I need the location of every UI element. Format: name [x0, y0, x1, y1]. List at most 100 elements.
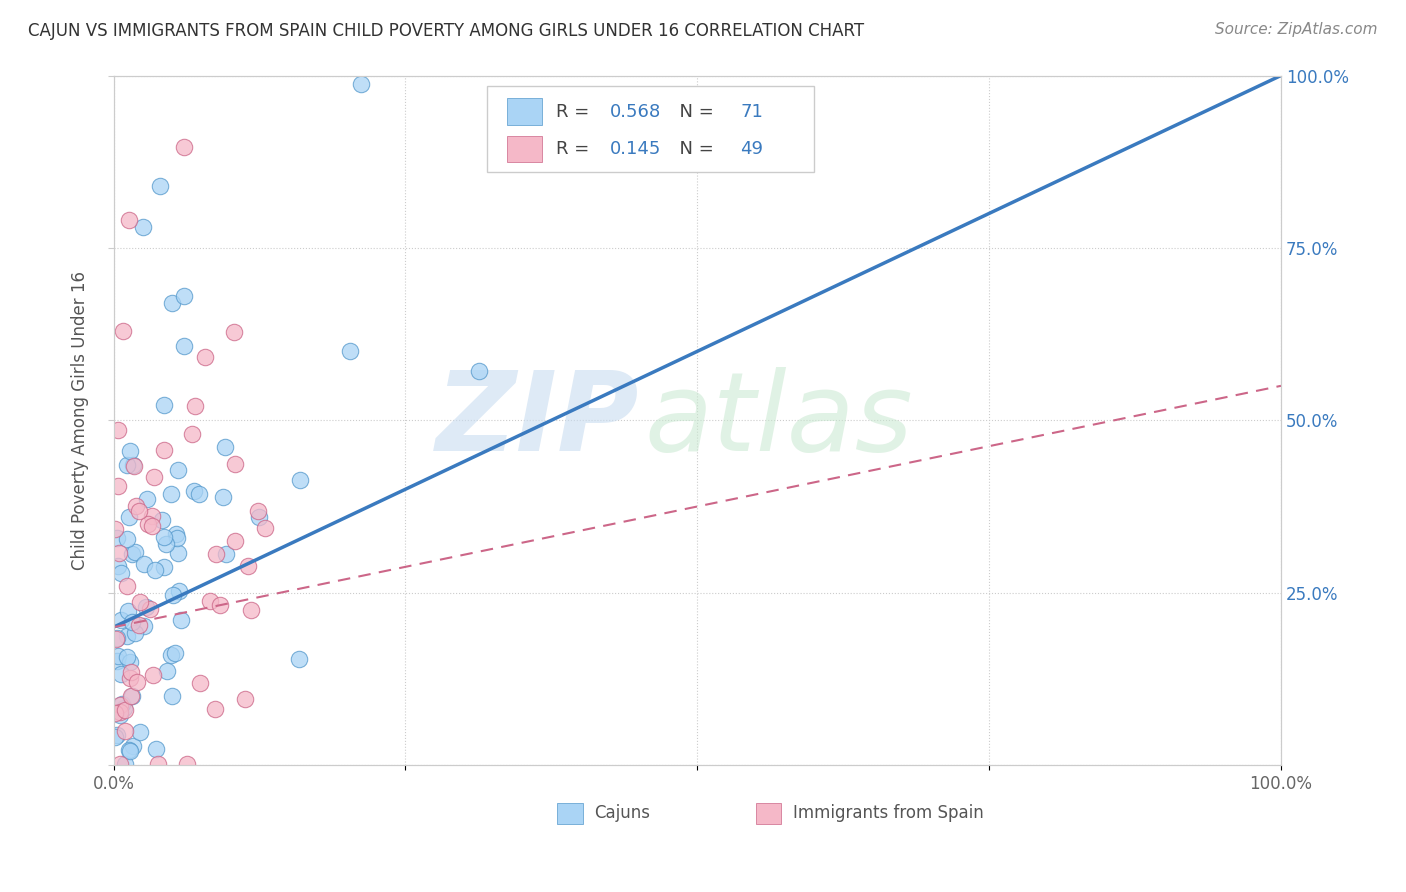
Point: [214, 440, 236, 454]
Point: [115, 579, 138, 593]
Point: [134, 619, 156, 633]
Point: [162, 588, 184, 602]
Point: [160, 296, 183, 310]
FancyBboxPatch shape: [486, 86, 814, 172]
Point: [107, 648, 129, 663]
Point: [107, 559, 129, 574]
Point: [128, 504, 150, 518]
Point: [128, 725, 150, 739]
Point: [143, 563, 166, 577]
Point: [115, 532, 138, 546]
Text: N =: N =: [668, 140, 720, 158]
Point: [121, 739, 143, 753]
Point: [108, 546, 131, 560]
Point: [160, 690, 183, 704]
Point: [198, 594, 221, 608]
Point: [132, 557, 155, 571]
Point: [120, 444, 142, 458]
Point: [350, 77, 373, 91]
Point: [222, 326, 245, 340]
Point: [184, 399, 207, 413]
Point: [253, 521, 276, 535]
Point: [215, 547, 238, 561]
Point: [117, 510, 139, 524]
Point: [115, 629, 138, 643]
Point: [167, 546, 190, 560]
FancyBboxPatch shape: [557, 803, 583, 823]
Text: 0.568: 0.568: [610, 103, 661, 120]
Point: [142, 667, 165, 681]
Point: [188, 676, 211, 690]
Point: [108, 707, 131, 722]
Point: [135, 492, 157, 507]
Point: [122, 458, 145, 473]
Point: [163, 646, 186, 660]
Point: [104, 522, 127, 536]
Point: [114, 723, 136, 738]
Y-axis label: Child Poverty Among Girls Under 16: Child Poverty Among Girls Under 16: [72, 271, 89, 570]
Point: [132, 220, 155, 235]
FancyBboxPatch shape: [508, 136, 541, 161]
Text: Source: ZipAtlas.com: Source: ZipAtlas.com: [1215, 22, 1378, 37]
Point: [120, 665, 142, 680]
Point: [166, 532, 188, 546]
Point: [112, 324, 135, 338]
Point: [105, 531, 128, 545]
Point: [107, 423, 129, 437]
Point: [233, 692, 256, 706]
Point: [160, 487, 183, 501]
Point: [143, 470, 166, 484]
Text: R =: R =: [555, 140, 595, 158]
Point: [169, 584, 191, 599]
Point: [110, 667, 132, 681]
FancyBboxPatch shape: [755, 803, 782, 823]
Point: [224, 457, 246, 471]
Text: ZIP: ZIP: [436, 367, 638, 474]
Point: [209, 598, 232, 612]
Point: [287, 652, 309, 666]
Point: [105, 654, 128, 668]
Point: [181, 426, 204, 441]
Point: [204, 547, 226, 561]
Point: [224, 533, 246, 548]
Point: [124, 458, 146, 473]
Point: [110, 705, 132, 719]
Point: [118, 212, 141, 227]
Text: 49: 49: [741, 140, 763, 158]
Point: [115, 458, 138, 473]
Text: CAJUN VS IMMIGRANTS FROM SPAIN CHILD POVERTY AMONG GIRLS UNDER 16 CORRELATION CH: CAJUN VS IMMIGRANTS FROM SPAIN CHILD POV…: [28, 22, 865, 40]
Point: [188, 487, 211, 501]
Point: [173, 140, 195, 154]
Point: [120, 744, 142, 758]
Point: [468, 364, 491, 378]
Point: [153, 560, 176, 574]
Point: [339, 343, 361, 358]
Point: [118, 671, 141, 685]
Point: [125, 500, 148, 514]
Point: [104, 706, 127, 721]
Point: [240, 603, 263, 617]
Text: atlas: atlas: [645, 367, 914, 474]
Text: N =: N =: [668, 103, 720, 120]
Point: [110, 613, 132, 627]
Text: Immigrants from Spain: Immigrants from Spain: [793, 805, 984, 822]
Point: [166, 463, 188, 477]
Point: [141, 519, 163, 533]
Point: [128, 617, 150, 632]
Point: [128, 595, 150, 609]
Point: [139, 601, 162, 615]
Point: [173, 289, 195, 303]
Point: [136, 516, 159, 531]
Point: [194, 350, 217, 364]
Point: [114, 757, 136, 772]
Point: [145, 742, 167, 756]
Point: [108, 698, 131, 712]
Point: [121, 615, 143, 629]
Point: [111, 697, 134, 711]
Point: [173, 339, 195, 353]
Point: [170, 613, 193, 627]
Point: [107, 479, 129, 493]
Point: [105, 632, 128, 646]
Point: [141, 509, 163, 524]
Point: [148, 757, 170, 772]
